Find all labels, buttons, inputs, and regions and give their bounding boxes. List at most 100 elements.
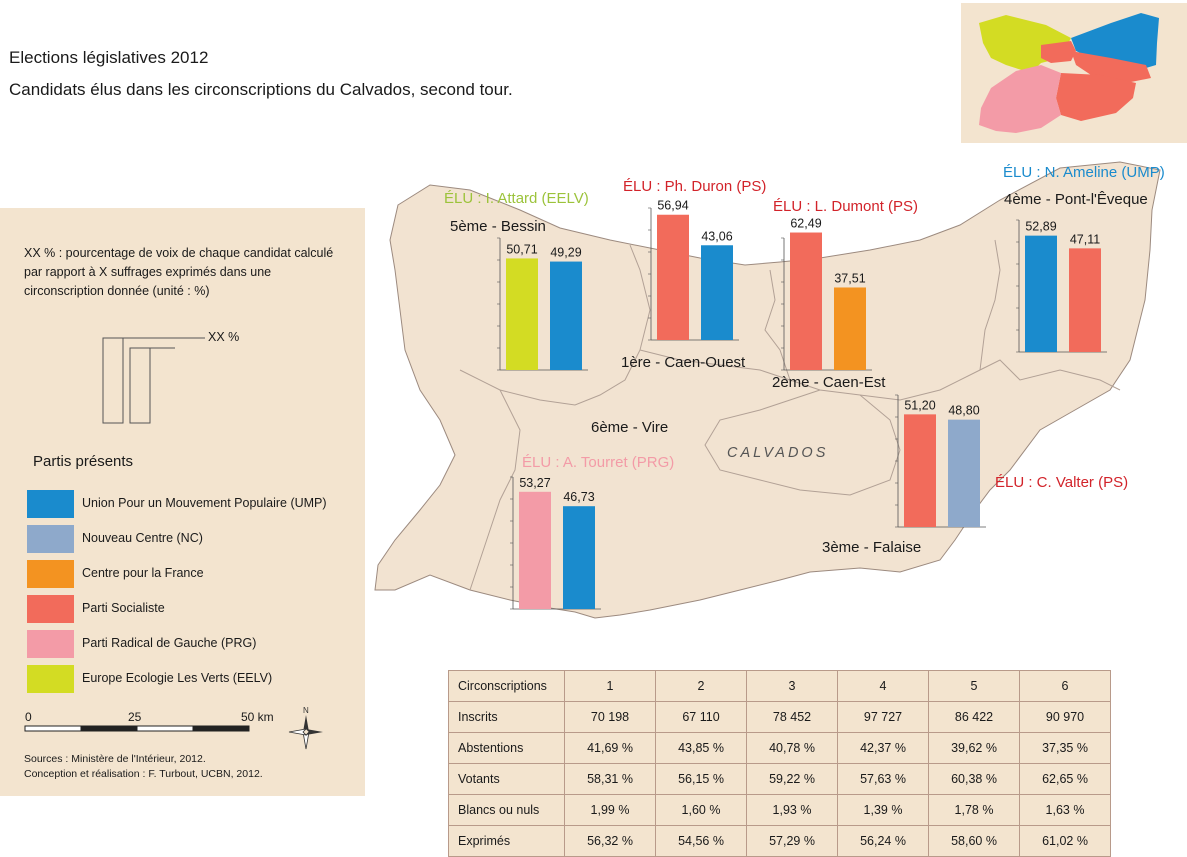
scale-label-50: 50 km (241, 710, 274, 724)
inset-map-svg (979, 13, 1159, 133)
chart-data-label: 48,80 (948, 404, 979, 418)
table-row: Exprimés 56,32 % 54,56 % 57,29 % 56,24 %… (448, 825, 1111, 857)
legend-swatch-ps (27, 595, 74, 623)
inset-map (961, 3, 1187, 143)
chart-bar (948, 419, 980, 527)
chart-data-label: 62,49 (790, 217, 821, 231)
chart-bar (519, 491, 551, 609)
legend-swatch-eelv (27, 665, 74, 693)
legend-label-cpf: Centre pour la France (82, 566, 204, 580)
chart-5: 50,71 49,29 (497, 237, 588, 371)
elu-label-5: ÉLU : I. Attard (EELV) (444, 190, 589, 207)
table-cell: 40,78 % (746, 732, 838, 764)
table-header-cell: 6 (1019, 670, 1111, 702)
table-header-cell: 5 (928, 670, 1020, 702)
inset-zone-3 (1056, 73, 1136, 121)
chart-3: 51,20 48,80 (895, 394, 986, 528)
chart-4: 52,89 47,11 (1016, 220, 1107, 353)
inset-zone-6 (979, 65, 1061, 133)
table-cell: 90 970 (1019, 701, 1111, 733)
elu-label-4: ÉLU : N. Ameline (UMP) (1003, 164, 1165, 181)
circo-label-6: 6ème - Vire (591, 419, 669, 436)
elu-label-2: ÉLU : L. Dumont (PS) (773, 198, 919, 215)
table-cell: Inscrits (448, 701, 565, 733)
table-cell: 1,78 % (928, 794, 1020, 826)
chart-data-label: 52,89 (1025, 220, 1056, 234)
chart-data-label: 49,29 (550, 246, 581, 260)
table-cell: 78 452 (746, 701, 838, 733)
circo-label-2: 2ème - Caen-Est (772, 374, 886, 391)
table-cell: 56,15 % (655, 763, 747, 795)
scale-label-25: 25 (128, 710, 142, 724)
elu-label-1: ÉLU : Ph. Duron (PS) (623, 178, 767, 195)
chart-6: 53,27 46,73 (510, 476, 601, 610)
table-cell: 86 422 (928, 701, 1020, 733)
north-arrow-icon: N (288, 706, 323, 750)
table-cell: 1,39 % (837, 794, 929, 826)
map-subtitle: Candidats élus dans les circonscriptions… (9, 80, 513, 99)
circo-label-5: 5ème - Bessin (450, 218, 546, 235)
legend-bar-example (102, 337, 205, 424)
elu-label-3: ÉLU : C. Valter (PS) (995, 474, 1129, 491)
legend-note: XX % : pourcentage de voix de chaque can… (24, 246, 334, 298)
table-header-cell: 3 (746, 670, 838, 702)
legend-label-eelv: Europe Ecologie Les Verts (EELV) (82, 671, 273, 685)
chart-data-label: 53,27 (519, 476, 550, 490)
chart-data-label: 47,11 (1070, 232, 1100, 246)
table-row: Votants 58,31 % 56,15 % 59,22 % 57,63 % … (448, 763, 1111, 795)
table-header-cell: 1 (564, 670, 656, 702)
chart-bar (1025, 235, 1057, 352)
chart-bar (550, 261, 582, 370)
legend-label-ump: Union Pour un Mouvement Populaire (UMP) (82, 496, 327, 510)
legend-item-eelv: Europe Ecologie Les Verts (EELV) (27, 665, 357, 693)
table-cell: 58,31 % (564, 763, 656, 795)
table-cell: 1,93 % (746, 794, 838, 826)
legend-panel: XX % : pourcentage de voix de chaque can… (0, 208, 365, 796)
inset-zone-1 (1041, 41, 1076, 63)
table-cell: 59,22 % (746, 763, 838, 795)
circonscription-borders (459, 239, 1121, 591)
table-cell: Abstentions (448, 732, 565, 764)
chart-1: 56,94 43,06 (648, 199, 739, 341)
table-row: Abstentions 41,69 % 43,85 % 40,78 % 42,3… (448, 732, 1111, 764)
map-title: Elections législatives 2012 (9, 48, 209, 67)
legend-example-label: XX % (208, 330, 240, 344)
circo-label-1: 1ère - Caen-Ouest (621, 354, 746, 371)
table-cell: 57,63 % (837, 763, 929, 795)
table-cell: 56,32 % (564, 825, 656, 857)
table-cell: 56,24 % (837, 825, 929, 857)
chart-data-label: 46,73 (563, 490, 594, 504)
credits-line: Conception et réalisation : F. Turbout, … (24, 768, 263, 780)
table-header-cell: 4 (837, 670, 929, 702)
table-cell: 58,60 % (928, 825, 1020, 857)
elu-label-6: ÉLU : A. Tourret (PRG) (522, 454, 675, 471)
scale-bar (24, 725, 250, 732)
legend-swatch-nc (27, 525, 74, 553)
chart-bar (701, 245, 733, 340)
chart-bar (790, 232, 822, 370)
legend-item-nc: Nouveau Centre (NC) (27, 525, 357, 553)
table-row: Blancs ou nuls 1,99 % 1,60 % 1,93 % 1,39… (448, 794, 1111, 826)
chart-bar (563, 506, 595, 609)
legend-swatch-prg (27, 630, 74, 658)
department-label: CALVADOS (727, 445, 829, 461)
chart-bar (834, 287, 866, 370)
legend-item-prg: Parti Radical de Gauche (PRG) (27, 630, 357, 658)
table-cell: 1,63 % (1019, 794, 1111, 826)
legend-item-ps: Parti Socialiste (27, 595, 357, 623)
chart-data-label: 56,94 (657, 199, 688, 213)
chart-bar (506, 258, 538, 370)
table-row: Inscrits 70 198 67 110 78 452 97 727 86 … (448, 701, 1111, 733)
table-cell: Blancs ou nuls (448, 794, 565, 826)
table-cell: Exprimés (448, 825, 565, 857)
table-header-cell: Circonscriptions (448, 670, 565, 702)
circo-label-3: 3ème - Falaise (822, 539, 922, 556)
legend-swatch-ump (27, 490, 74, 518)
results-table: Circonscriptions 1 2 3 4 5 6 Inscrits 70… (448, 670, 1111, 857)
parties-title: Partis présents (33, 453, 134, 470)
circo-label-4: 4ème - Pont-l'Êveque (1004, 191, 1148, 208)
chart-bar (657, 214, 689, 340)
table-cell: 70 198 (564, 701, 656, 733)
table-cell: 62,65 % (1019, 763, 1111, 795)
